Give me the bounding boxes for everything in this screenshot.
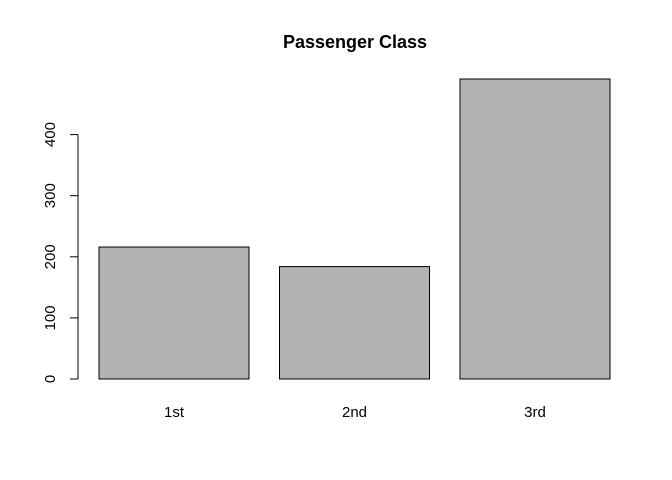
x-tick-label-3rd: 3rd	[524, 404, 546, 421]
x-axis-labels: 1st 2nd 3rd	[164, 404, 546, 421]
y-tick-label-400: 400	[42, 122, 59, 147]
y-tick-label-300: 300	[42, 183, 59, 208]
bar-2nd	[279, 266, 430, 380]
x-tick-label-1st: 1st	[164, 404, 185, 421]
y-tick-label-0: 0	[42, 375, 59, 383]
x-tick-label-2nd: 2nd	[342, 404, 367, 421]
bar-1st	[98, 246, 250, 380]
bar-3rd	[459, 78, 611, 380]
y-tick-label-100: 100	[42, 305, 59, 330]
y-axis: 0 100 200 300 400	[42, 122, 79, 383]
bars-group	[98, 78, 611, 380]
chart-title: Passenger Class	[283, 32, 427, 52]
y-tick-label-200: 200	[42, 244, 59, 269]
